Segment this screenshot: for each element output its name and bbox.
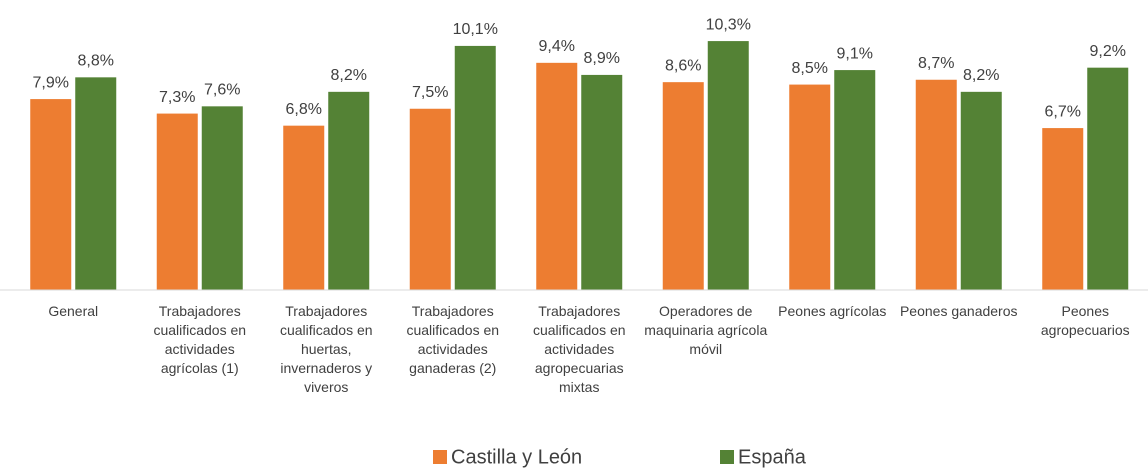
bar xyxy=(960,91,1002,290)
x-tick-label: Trabajadores cualificados en actividades… xyxy=(406,303,500,376)
bar xyxy=(454,45,496,290)
bar xyxy=(328,91,370,290)
x-tick-label: Trabajadores cualificados en actividades… xyxy=(153,303,247,376)
data-label: 9,2% xyxy=(1090,43,1126,60)
bar xyxy=(1087,67,1129,291)
x-tick-label: Operadores de maquinaria agrícola móvil xyxy=(644,303,768,357)
bar xyxy=(707,41,749,291)
legend-swatch xyxy=(433,450,447,464)
data-label: 10,3% xyxy=(706,16,751,33)
data-label: 7,5% xyxy=(412,84,448,101)
x-tick-label: General xyxy=(48,303,99,319)
bar xyxy=(834,70,876,290)
data-label: 9,4% xyxy=(539,38,575,55)
legend-label: Castilla y León xyxy=(451,446,582,468)
legend-swatch xyxy=(720,450,734,464)
data-label: 7,6% xyxy=(204,82,240,99)
bar xyxy=(201,106,243,290)
x-tick-label: Peones agrícolas xyxy=(778,303,887,319)
data-label: 6,7% xyxy=(1045,103,1081,120)
data-label: 8,8% xyxy=(78,53,114,70)
data-label: 8,2% xyxy=(331,67,367,84)
bar xyxy=(789,84,831,290)
bar xyxy=(536,62,578,291)
data-label: 7,3% xyxy=(159,89,195,106)
x-tick-label: Trabajadores cualificados en actividades… xyxy=(532,303,626,395)
data-label: 9,1% xyxy=(837,45,873,62)
data-label: 8,9% xyxy=(584,50,620,67)
x-tick-label: Trabajadores cualificados en huertas, in… xyxy=(279,303,373,395)
data-label: 6,8% xyxy=(286,101,322,118)
bar xyxy=(30,99,72,290)
x-tick-label: Peones agropecuarios xyxy=(1040,303,1130,338)
bar xyxy=(581,74,623,291)
data-label: 10,1% xyxy=(453,21,498,38)
bar xyxy=(915,79,957,290)
data-label: 8,5% xyxy=(792,60,828,77)
bar xyxy=(156,113,198,290)
bar xyxy=(409,108,451,290)
data-label: 7,9% xyxy=(33,74,69,91)
bar xyxy=(662,82,704,291)
data-label: 8,7% xyxy=(918,55,954,72)
data-label: 8,6% xyxy=(665,57,701,74)
bar xyxy=(283,125,325,291)
data-label: 8,2% xyxy=(963,67,999,84)
x-tick-label: Peones ganaderos xyxy=(899,303,1018,319)
bar xyxy=(1042,128,1084,290)
legend-label: España xyxy=(738,446,807,468)
bar xyxy=(75,77,117,290)
